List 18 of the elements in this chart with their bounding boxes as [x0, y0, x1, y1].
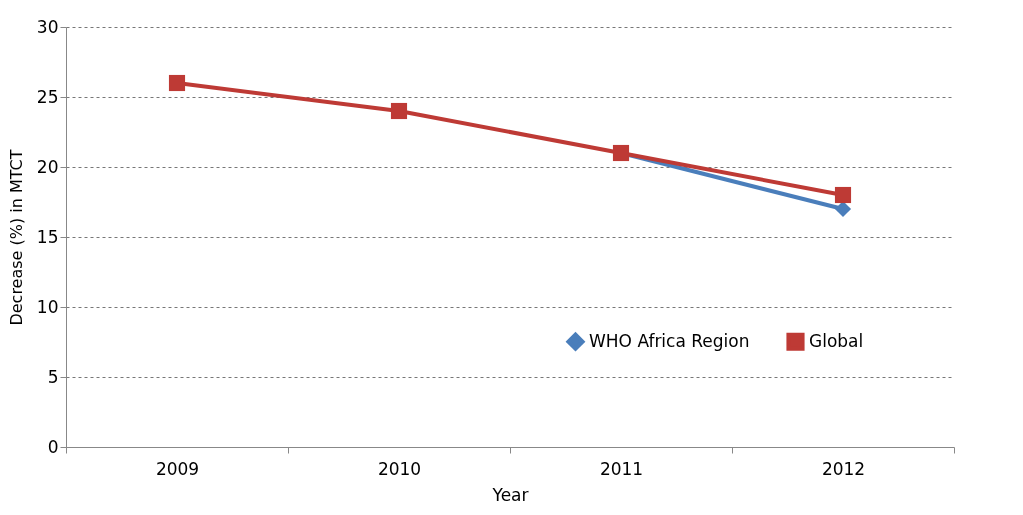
- x-tick-label: 2012: [821, 458, 866, 479]
- y-tick-label: 10: [36, 296, 59, 317]
- legend-label: WHO Africa Region: [589, 330, 750, 351]
- point: [168, 74, 186, 92]
- point: [834, 186, 852, 204]
- point: [390, 102, 408, 120]
- y-tick-label: 30: [36, 16, 59, 37]
- legend-label: Global: [809, 330, 864, 351]
- x-tick-label: 2009: [155, 458, 200, 479]
- y-tick-label: 5: [47, 366, 59, 387]
- y-axis-title: Decrease (%) in MTCT: [6, 149, 26, 326]
- x-tick-label: 2011: [599, 458, 644, 479]
- y-tick-label: 25: [36, 86, 59, 107]
- y-tick-label: 20: [36, 156, 59, 177]
- y-tick-label: 0: [47, 436, 59, 457]
- x-axis-title: Year: [491, 484, 529, 505]
- y-tick-label: 15: [36, 226, 59, 247]
- x-tick-label: 2010: [377, 458, 422, 479]
